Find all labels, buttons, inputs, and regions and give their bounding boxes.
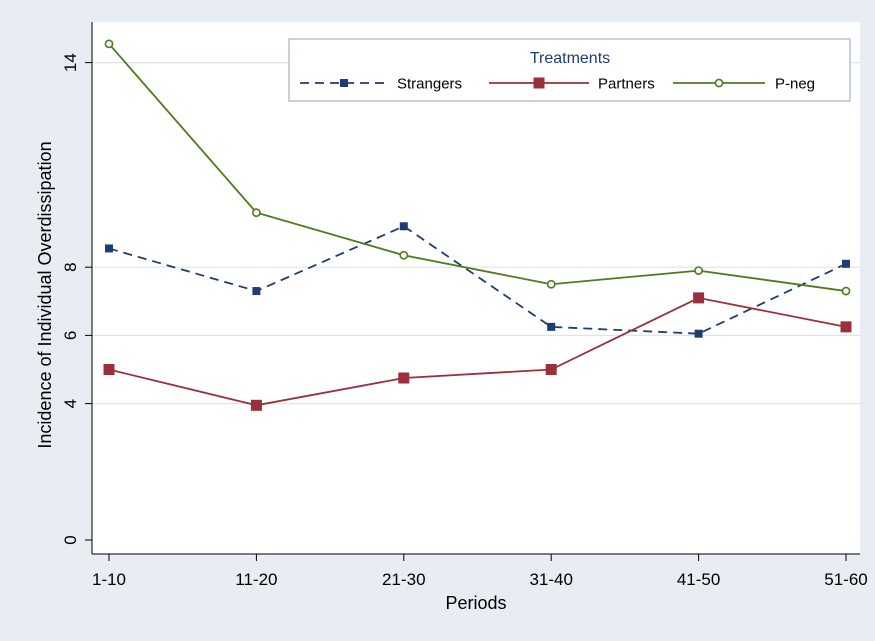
data-point: [252, 287, 261, 296]
data-point: [398, 372, 410, 384]
legend-entry: Strangers: [300, 76, 462, 93]
legend-box: [288, 38, 851, 102]
plot-area: [92, 22, 860, 554]
data-point: [533, 77, 545, 89]
legend-title: Treatments: [530, 50, 610, 67]
x-tick-label: 51-60: [824, 570, 867, 589]
data-point: [547, 322, 556, 331]
legend-label: Partners: [598, 76, 655, 93]
data-point: [714, 78, 724, 88]
x-tick-label: 21-30: [382, 570, 425, 589]
x-tick-label: 41-50: [677, 570, 720, 589]
x-tick-label: 31-40: [529, 570, 572, 589]
data-point: [693, 292, 705, 304]
data-point: [105, 244, 113, 253]
series-line: [108, 296, 847, 407]
series: [103, 39, 852, 411]
legend-label: P-neg: [775, 76, 815, 93]
legend-label: Strangers: [397, 76, 462, 93]
y-tick-label: 0: [61, 535, 80, 544]
data-point: [842, 259, 850, 268]
legend: Treatments Strangers Partners P-neg: [288, 38, 851, 102]
data-point: [694, 329, 703, 338]
data-point: [841, 286, 851, 296]
y-tick-label: 6: [61, 331, 80, 340]
data-point: [340, 79, 348, 87]
series-line: [108, 43, 847, 292]
legend-entries: Strangers Partners P-neg: [300, 76, 815, 93]
data-point: [103, 364, 115, 375]
y-tick-label: 4: [61, 399, 80, 408]
y-axis-label: Incidence of Individual Overdissipation: [35, 141, 55, 448]
data-point: [250, 399, 262, 411]
y-tick-label: 14: [61, 53, 80, 72]
y-ticks: 0 4 6 8 14: [61, 53, 92, 545]
legend-entry: Partners: [489, 76, 655, 93]
series-partners: [103, 292, 852, 411]
data-point: [251, 208, 261, 218]
series-p-neg: [104, 39, 851, 296]
data-point: [546, 279, 556, 289]
x-ticks: 1-10 11-20 21-30 31-40 41-50 51-60: [92, 554, 868, 589]
data-point: [545, 364, 557, 375]
data-point: [104, 39, 114, 49]
series-line: [108, 225, 847, 335]
y-tick-label: 8: [61, 262, 80, 271]
data-point: [694, 266, 703, 276]
data-point: [399, 250, 409, 260]
data-point: [399, 222, 408, 231]
x-tick-label: 1-10: [92, 570, 126, 589]
data-point: [840, 321, 852, 333]
series-strangers: [105, 222, 850, 338]
x-tick-label: 11-20: [235, 570, 277, 589]
legend-entry: P-neg: [673, 76, 815, 93]
x-axis-label: Periods: [445, 593, 506, 613]
